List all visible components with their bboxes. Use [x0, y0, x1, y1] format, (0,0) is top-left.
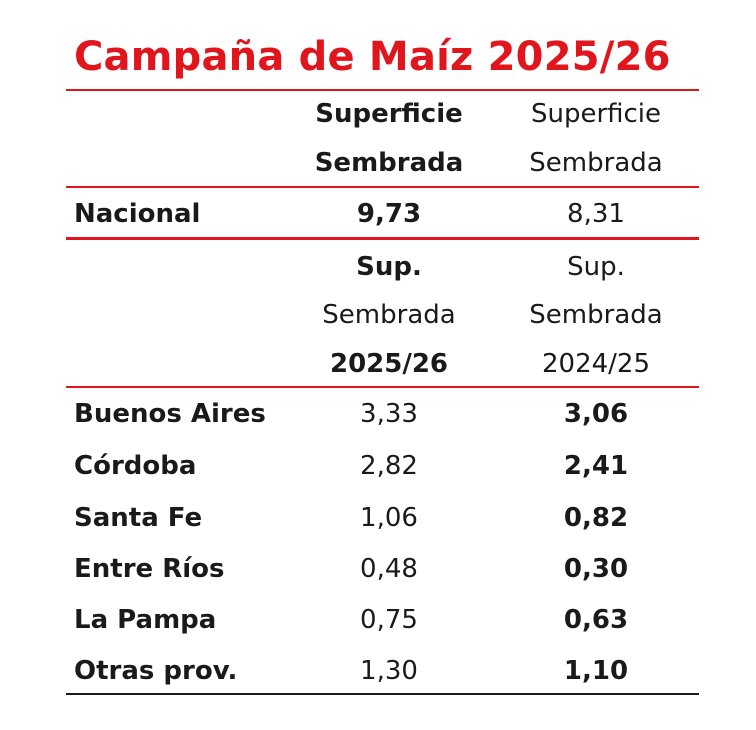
header-bottom-col1-line2: Sembrada [322, 300, 456, 330]
header-top-col1-line2: Sembrada [314, 148, 464, 178]
province-col1-value: 2,82 [360, 451, 418, 481]
national-divider [66, 237, 699, 240]
province-col1-value: 0,75 [360, 605, 418, 635]
province-col2-value: 1,10 [563, 656, 629, 686]
header-top-divider [66, 186, 699, 188]
province-label: Buenos Aires [74, 399, 266, 429]
province-col1-value: 1,30 [360, 656, 418, 686]
header-bottom-col2-line2: Sembrada [529, 300, 663, 330]
province-label: Otras prov. [74, 656, 238, 686]
national-col1-value: 9,73 [356, 199, 422, 229]
province-label: La Pampa [74, 605, 217, 635]
header-bottom-col1-line1: Sup. [356, 252, 422, 282]
header-top-col2-line1: Superficie [530, 99, 662, 129]
province-label: Córdoba [74, 451, 197, 481]
province-col2-value: 3,06 [563, 399, 629, 429]
national-col2-value: 8,31 [567, 199, 625, 229]
province-col2-value: 0,63 [563, 605, 629, 635]
header-bottom-col2-line1: Sup. [567, 252, 625, 282]
header-bottom-divider [66, 386, 699, 388]
header-bottom-col1-line3: 2025/26 [329, 349, 449, 379]
table-bottom-rule [66, 693, 699, 695]
province-label: Santa Fe [74, 503, 203, 533]
header-top-col2-line2: Sembrada [529, 148, 663, 178]
province-col1-value: 0,48 [360, 554, 418, 584]
province-col1-value: 1,06 [360, 503, 418, 533]
province-label: Entre Ríos [74, 554, 225, 584]
header-bottom-col2-line3: 2024/25 [541, 349, 651, 379]
province-col2-value: 0,82 [563, 503, 629, 533]
title-underline [66, 89, 699, 91]
province-col2-value: 0,30 [563, 554, 629, 584]
national-label: Nacional [74, 199, 201, 229]
table-title: Campaña de Maíz 2025/26 [74, 34, 671, 80]
province-col2-value: 2,41 [563, 451, 629, 481]
province-col1-value: 3,33 [360, 399, 418, 429]
header-top-col1-line1: Superficie [315, 99, 463, 129]
